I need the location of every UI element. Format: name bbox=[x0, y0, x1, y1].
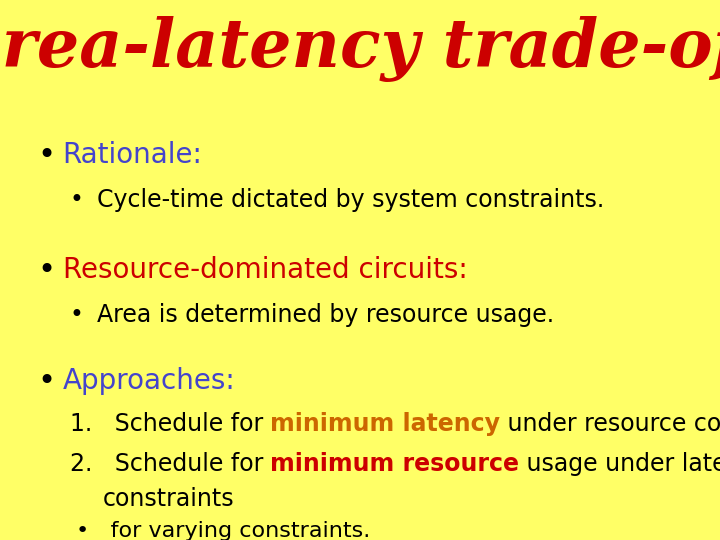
Text: •   for varying constraints.: • for varying constraints. bbox=[76, 521, 371, 540]
Text: usage under latency: usage under latency bbox=[519, 453, 720, 476]
Text: 2.   Schedule for: 2. Schedule for bbox=[70, 453, 271, 476]
Text: •: • bbox=[37, 141, 55, 170]
Text: Approaches:: Approaches: bbox=[63, 367, 235, 395]
Text: •: • bbox=[37, 256, 55, 285]
Text: constraints: constraints bbox=[102, 487, 234, 510]
Text: Area-latency trade-off: Area-latency trade-off bbox=[0, 16, 720, 82]
Text: Rationale:: Rationale: bbox=[63, 141, 202, 169]
Text: minimum resource: minimum resource bbox=[271, 453, 519, 476]
Text: 1.   Schedule for: 1. Schedule for bbox=[70, 412, 270, 436]
Text: under resource constraints: under resource constraints bbox=[500, 412, 720, 436]
Text: •: • bbox=[37, 367, 55, 396]
Text: Area is determined by resource usage.: Area is determined by resource usage. bbox=[97, 303, 554, 327]
Text: Resource-dominated circuits:: Resource-dominated circuits: bbox=[63, 256, 467, 284]
Text: minimum latency: minimum latency bbox=[270, 412, 500, 436]
Text: Cycle-time dictated by system constraints.: Cycle-time dictated by system constraint… bbox=[97, 188, 604, 212]
Text: •: • bbox=[70, 188, 84, 212]
Text: •: • bbox=[70, 303, 84, 327]
